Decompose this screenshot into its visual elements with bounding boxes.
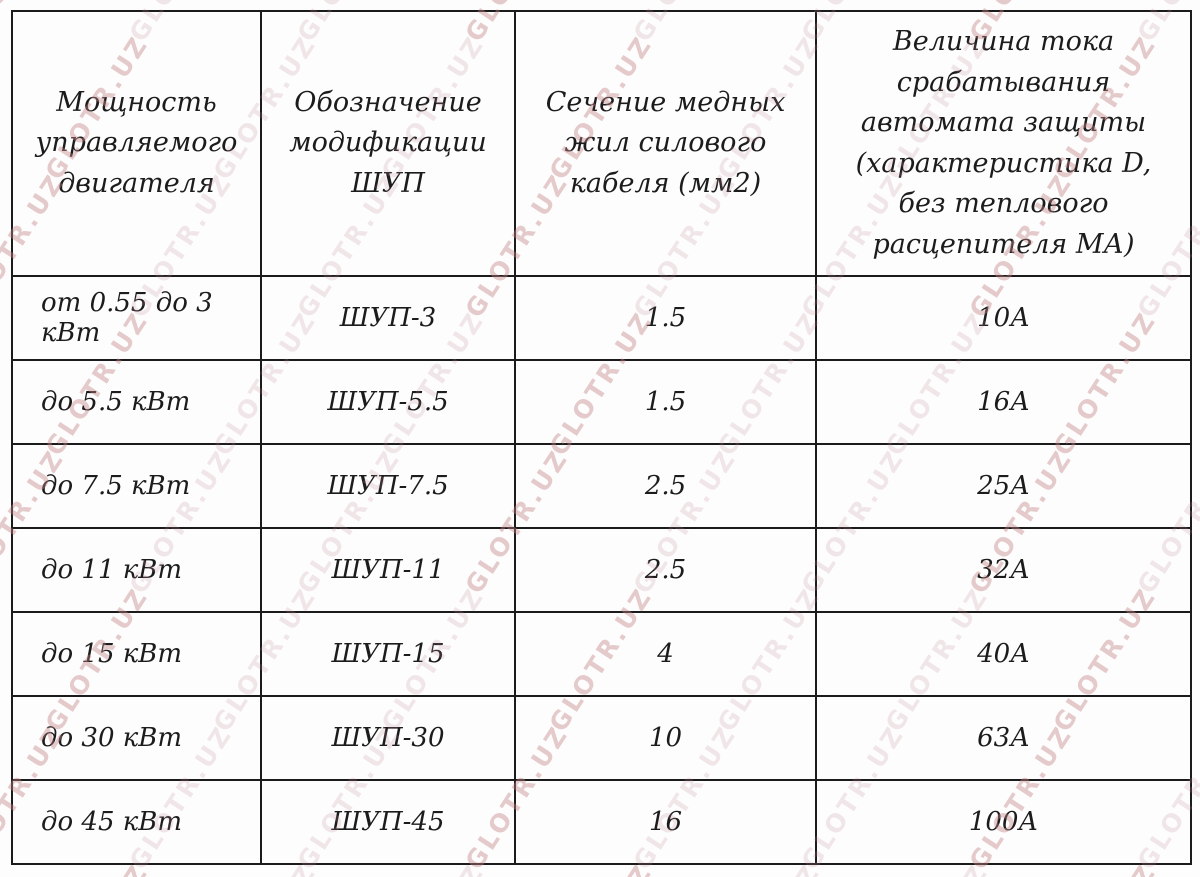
cell-breaker-current: 16А	[815, 359, 1192, 445]
table-row: до 5.5 кВт ШУП-5.5 1.5 16А	[11, 359, 1192, 445]
cell-cable-section: 16	[514, 779, 817, 865]
cell-cable-section: 4	[514, 611, 817, 697]
cell-power: до 15 кВт	[11, 611, 262, 697]
cell-modification: ШУП-30	[260, 695, 516, 781]
table-row: до 45 кВт ШУП-45 16 100А	[11, 779, 1192, 865]
cell-power: до 30 кВт	[11, 695, 262, 781]
cell-modification: ШУП-11	[260, 527, 516, 613]
cell-power: до 7.5 кВт	[11, 443, 262, 529]
cell-modification: ШУП-15	[260, 611, 516, 697]
cell-modification: ШУП-45	[260, 779, 516, 865]
cell-modification: ШУП-3	[260, 275, 516, 361]
cell-breaker-current: 100А	[815, 779, 1192, 865]
table-row: до 15 кВт ШУП-15 4 40А	[11, 611, 1192, 697]
table-row: до 30 кВт ШУП-30 10 63А	[11, 695, 1192, 781]
cell-breaker-current: 40А	[815, 611, 1192, 697]
table-row: до 11 кВт ШУП-11 2.5 32А	[11, 527, 1192, 613]
cell-power: до 45 кВт	[11, 779, 262, 865]
cell-cable-section: 1.5	[514, 275, 817, 361]
cell-cable-section: 2.5	[514, 527, 817, 613]
cell-cable-section: 1.5	[514, 359, 817, 445]
cell-power: до 11 кВт	[11, 527, 262, 613]
cell-breaker-current: 10А	[815, 275, 1192, 361]
table-row: до 7.5 кВт ШУП-7.5 2.5 25А	[11, 443, 1192, 529]
header-motor-power: Мощность управляемого двигателя	[11, 10, 262, 277]
cell-modification: ШУП-5.5	[260, 359, 516, 445]
header-cable-section: Сечение медных жил силового кабеля (мм2)	[514, 10, 817, 277]
table-row: от 0.55 до 3 кВт ШУП-3 1.5 10А	[11, 275, 1192, 361]
cell-cable-section: 10	[514, 695, 817, 781]
cell-modification: ШУП-7.5	[260, 443, 516, 529]
cell-cable-section: 2.5	[514, 443, 817, 529]
cell-breaker-current: 25А	[815, 443, 1192, 529]
header-breaker-current: Величина тока срабатывания автомата защи…	[815, 10, 1192, 277]
shup-spec-table: Мощность управляемого двигателя Обозначе…	[11, 10, 1192, 865]
cell-power: до 5.5 кВт	[11, 359, 262, 445]
header-row: Мощность управляемого двигателя Обозначе…	[11, 10, 1192, 277]
header-modification: Обозначение модификации ШУП	[260, 10, 516, 277]
cell-power: от 0.55 до 3 кВт	[11, 275, 262, 361]
cell-breaker-current: 63А	[815, 695, 1192, 781]
cell-breaker-current: 32А	[815, 527, 1192, 613]
